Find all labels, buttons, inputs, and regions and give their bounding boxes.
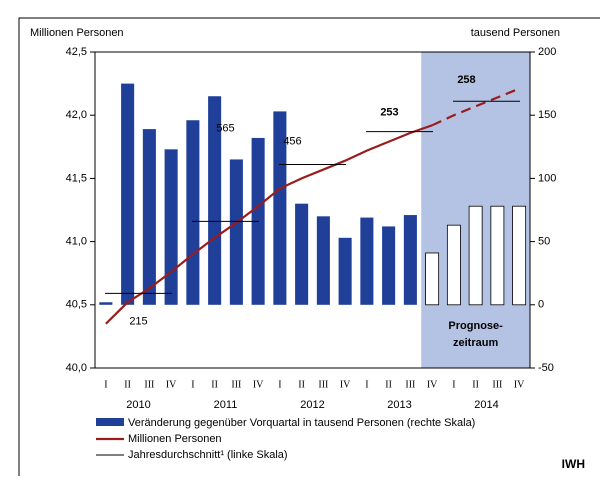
annual-change-label: 253 bbox=[380, 107, 398, 119]
bar bbox=[295, 203, 309, 305]
y2-tick-label: 50 bbox=[538, 236, 550, 248]
legend-label: Veränderung gegenüber Vorquartal in taus… bbox=[128, 417, 475, 429]
year-label: 2010 bbox=[126, 399, 150, 411]
year-label: 2013 bbox=[387, 399, 411, 411]
x-tick-label: III bbox=[318, 379, 328, 390]
x-tick-label: IV bbox=[166, 379, 177, 390]
y-tick-label: 41,5 bbox=[66, 172, 87, 184]
y-tick-label: 41,0 bbox=[66, 236, 87, 248]
bar bbox=[512, 205, 527, 306]
bar bbox=[229, 159, 243, 305]
year-label: 2011 bbox=[214, 399, 238, 411]
x-tick-label: I bbox=[104, 379, 107, 390]
legend-bar bbox=[96, 418, 124, 426]
bar bbox=[316, 216, 330, 305]
bar bbox=[273, 111, 287, 305]
x-tick-label: IV bbox=[514, 379, 525, 390]
bar bbox=[382, 226, 396, 305]
y-axis-title: Millionen Personen bbox=[30, 27, 124, 39]
plot-frame bbox=[94, 51, 531, 369]
forecast-label: zeitraum bbox=[453, 337, 498, 349]
year-label: 2014 bbox=[474, 399, 498, 411]
x-tick-label: III bbox=[231, 379, 241, 390]
x-tick-label: I bbox=[191, 379, 194, 390]
bar bbox=[360, 217, 374, 305]
bar bbox=[338, 237, 352, 305]
x-tick-label: III bbox=[492, 379, 502, 390]
y-tick-label: 42,5 bbox=[66, 46, 87, 58]
x-tick-label: II bbox=[385, 379, 392, 390]
year-label: 2012 bbox=[300, 399, 324, 411]
x-tick-label: III bbox=[405, 379, 415, 390]
bar bbox=[208, 96, 222, 305]
annual-change-label: 215 bbox=[129, 315, 147, 327]
y-tick-label: 40,5 bbox=[66, 299, 87, 311]
y2-tick-label: 0 bbox=[538, 299, 544, 311]
x-tick-label: IV bbox=[340, 379, 351, 390]
forecast-label: Prognose- bbox=[448, 320, 503, 332]
annual-change-label: 258 bbox=[457, 74, 475, 86]
x-tick-label: IV bbox=[427, 379, 438, 390]
x-tick-label: I bbox=[365, 379, 368, 390]
annual-change-label: 456 bbox=[283, 135, 301, 147]
x-tick-label: I bbox=[278, 379, 281, 390]
y2-tick-label: -50 bbox=[538, 362, 554, 374]
bar bbox=[121, 83, 135, 305]
bar bbox=[425, 252, 440, 306]
bar bbox=[142, 129, 156, 305]
x-tick-label: II bbox=[298, 379, 305, 390]
bar bbox=[186, 120, 200, 305]
legend-label: Millionen Personen bbox=[128, 433, 222, 445]
source: IWH bbox=[562, 457, 585, 471]
frame bbox=[18, 17, 600, 481]
legend-label: Jahresdurchschnitt¹ (linke Skala) bbox=[128, 449, 288, 461]
bar bbox=[403, 215, 417, 305]
x-tick-label: IV bbox=[253, 379, 264, 390]
bar bbox=[164, 149, 178, 305]
x-tick-label: II bbox=[124, 379, 131, 390]
y2-tick-label: 150 bbox=[538, 109, 556, 121]
bar bbox=[446, 224, 461, 306]
x-tick-label: III bbox=[144, 379, 154, 390]
bar bbox=[490, 205, 505, 306]
annual-change-label: 565 bbox=[216, 122, 234, 134]
line bbox=[105, 124, 433, 325]
bar bbox=[468, 205, 483, 306]
y2-tick-label: 100 bbox=[538, 172, 556, 184]
x-tick-label: I bbox=[452, 379, 455, 390]
bar bbox=[99, 302, 113, 305]
y-tick-label: 42,0 bbox=[66, 109, 87, 121]
y-tick-label: 40,0 bbox=[66, 362, 87, 374]
y2-axis-title: tausend Personen bbox=[471, 27, 560, 39]
y2-tick-label: 200 bbox=[538, 46, 556, 58]
x-tick-label: II bbox=[211, 379, 218, 390]
x-tick-label: II bbox=[472, 379, 479, 390]
